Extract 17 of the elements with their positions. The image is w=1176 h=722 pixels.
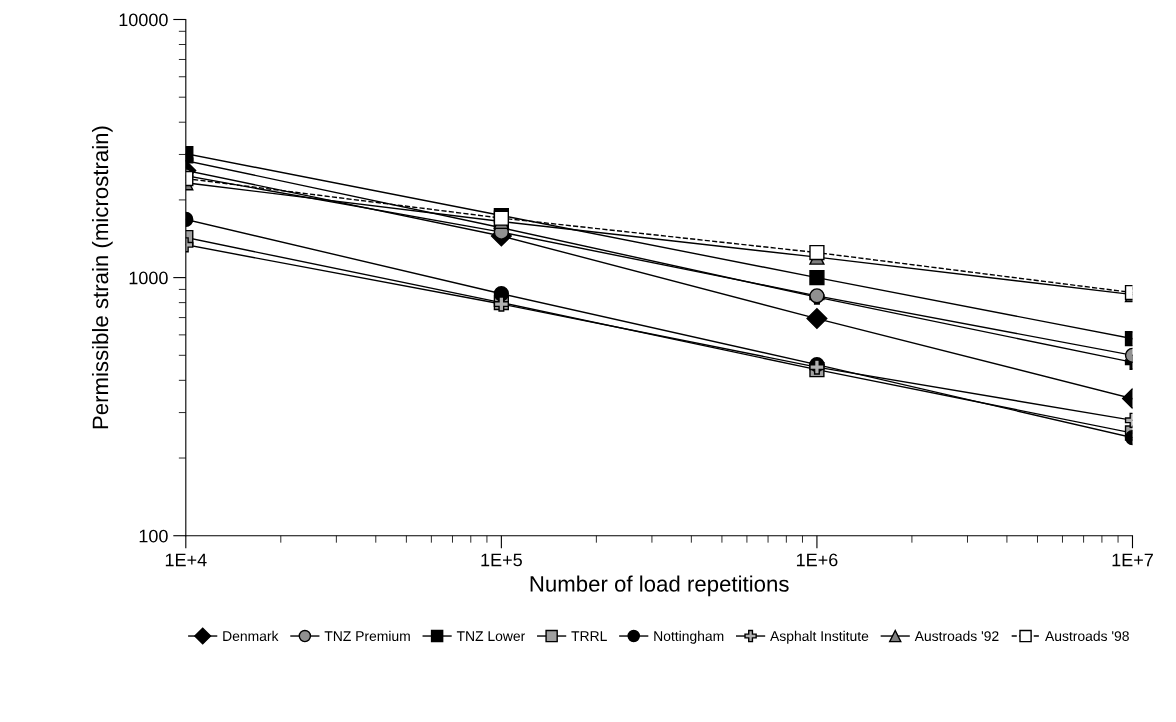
legend-label: TNZ Lower — [456, 631, 526, 642]
y-tick-label: 100 — [139, 529, 168, 543]
legend-label: Asphalt Institute — [770, 630, 869, 644]
legend-label: TNZ Premium — [324, 630, 410, 642]
x-tick-label: 1E+7 — [1112, 553, 1153, 567]
legend-label: Nottingham — [654, 630, 724, 644]
legend-label: TRRL — [571, 631, 607, 641]
x-tick-label: 1E+6 — [796, 553, 838, 567]
x-axis-title: Number of load repetitions — [530, 575, 789, 597]
y-tick-label: 10000 — [119, 13, 168, 27]
legend-label: Austroads '92 — [914, 630, 999, 642]
legend-label: Denmark — [223, 630, 279, 642]
legend-label: Austroads '98 — [1045, 630, 1129, 642]
x-tick-label: 1E+5 — [481, 553, 522, 567]
x-tick-label: 1E+4 — [165, 553, 207, 567]
y-axis-title: Permissible strain (microstrain) — [91, 126, 113, 429]
y-tick-label: 1000 — [129, 271, 168, 285]
